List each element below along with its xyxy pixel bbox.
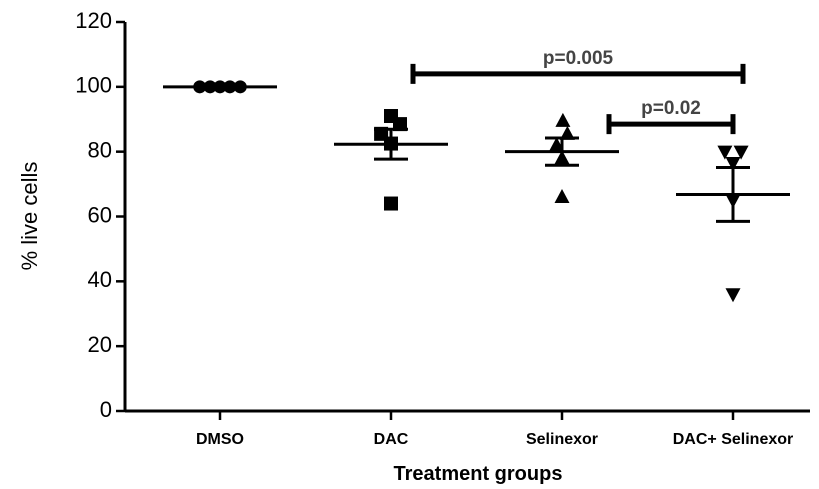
data-point-triangle-down [733, 145, 749, 160]
x-ticks: DMSO DAC Selinexor DAC+ Selinexor [196, 411, 793, 448]
x-tick-label: DMSO [196, 431, 244, 448]
x-tick-label: DAC [374, 431, 409, 448]
p-value-label: p=0.005 [543, 48, 614, 69]
axes [123, 22, 810, 413]
data-point-triangle-up [555, 112, 571, 127]
data-point-triangle-up [549, 137, 565, 152]
mean-sem-lines [163, 85, 790, 223]
data-point-triangle-up [559, 125, 575, 140]
y-tick-label: 120 [75, 8, 112, 33]
x-axis-title: Treatment groups [394, 463, 563, 485]
x-tick-label: DAC+ Selinexor [673, 431, 793, 448]
data-point-triangle-down [725, 288, 741, 303]
data-point-triangle-up [554, 189, 570, 204]
y-tick-label: 80 [88, 137, 112, 162]
data-point-square [393, 117, 407, 132]
data-point-square [384, 196, 398, 211]
data-point-triangle-down [717, 145, 733, 160]
y-ticks: 0 20 40 60 80 100 120 [75, 8, 125, 422]
y-tick-label: 20 [88, 332, 112, 357]
x-tick-label: Selinexor [526, 431, 598, 448]
y-tick-label: 40 [88, 267, 112, 292]
y-tick-label: 100 [75, 73, 112, 98]
y-tick-label: 0 [100, 397, 112, 422]
y-tick-label: 60 [88, 202, 112, 227]
y-axis-title: % live cells [17, 162, 42, 271]
significance-bracket [606, 114, 736, 135]
data-point-triangle-down [725, 157, 741, 172]
p-value-label: p=0.02 [641, 98, 701, 119]
significance-bracket [410, 63, 746, 84]
significance-brackets: p=0.005 p=0.02 [410, 48, 746, 135]
